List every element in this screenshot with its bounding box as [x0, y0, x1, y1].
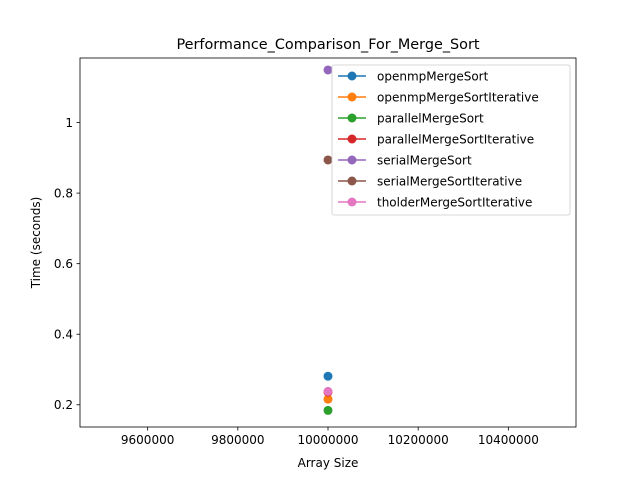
- data-point-serialMergeSortIterative: [323, 155, 333, 165]
- data-point-parallelMergeSort: [323, 405, 333, 415]
- legend-marker-serialMergeSortIterative: [347, 176, 357, 186]
- data-points: [323, 65, 333, 415]
- data-point-tholderMergeSortIterative: [323, 386, 333, 396]
- data-point-serialMergeSort: [323, 65, 333, 75]
- legend-marker-parallelMergeSortIterative: [347, 134, 357, 144]
- legend-marker-parallelMergeSort: [347, 113, 357, 123]
- legend-label: openmpMergeSort: [377, 69, 489, 83]
- y-tick-label: 0.4: [54, 328, 73, 342]
- legend-box: [331, 64, 571, 216]
- legend-marker-openmpMergeSortIterative: [347, 92, 357, 102]
- legend: openmpMergeSort openmpMergeSortIterative p…: [331, 64, 571, 216]
- y-tick-label: 0.6: [54, 257, 73, 271]
- x-tick-label: 10000000: [297, 433, 358, 447]
- x-tick-label: 9800000: [211, 433, 264, 447]
- x-tick-label: 9600000: [121, 433, 174, 447]
- y-tick-label: 0.2: [54, 398, 73, 412]
- x-axis-label: Array Size: [298, 456, 359, 470]
- y-axis-ticks: 0.2 0.4 0.6 0.8 1: [54, 116, 80, 412]
- y-tick-label: 0.8: [54, 186, 73, 200]
- y-tick-label: 1: [65, 116, 73, 130]
- legend-items: openmpMergeSort openmpMergeSortIterative p…: [338, 69, 539, 209]
- data-point-openmpMergeSort: [323, 371, 333, 381]
- legend-marker-serialMergeSort: [347, 155, 357, 165]
- legend-label: openmpMergeSortIterative: [377, 90, 539, 104]
- legend-label: serialMergeSortIterative: [377, 174, 522, 188]
- chart-title: Performance_Comparison_For_Merge_Sort: [176, 37, 479, 53]
- x-tick-label: 10400000: [478, 433, 539, 447]
- legend-label: parallelMergeSort: [377, 111, 484, 125]
- legend-marker-tholderMergeSortIterative: [347, 197, 357, 207]
- data-point-openmpMergeSortIterative: [323, 394, 333, 404]
- legend-label: parallelMergeSortIterative: [377, 132, 534, 146]
- legend-label: serialMergeSort: [377, 153, 472, 167]
- x-axis-ticks: 9600000 9800000 10000000 10200000 10400000: [121, 427, 539, 447]
- y-axis-label: Time (seconds): [29, 197, 43, 290]
- x-tick-label: 10200000: [388, 433, 449, 447]
- legend-label: tholderMergeSortIterative: [377, 195, 532, 209]
- legend-marker-openmpMergeSort: [347, 71, 357, 81]
